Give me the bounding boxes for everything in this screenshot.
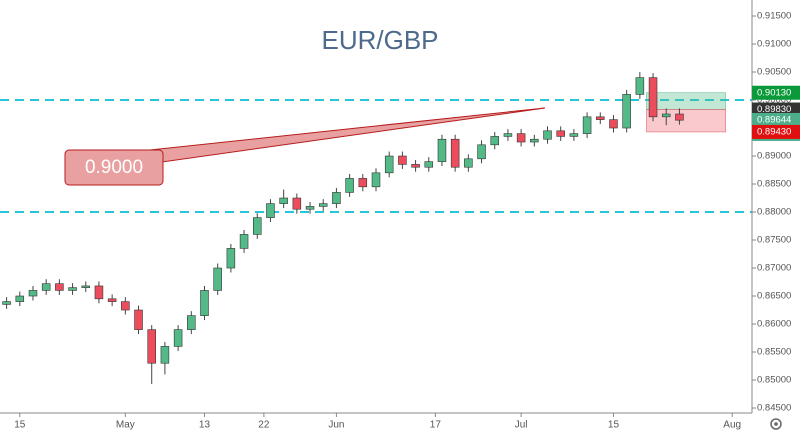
candle-body (530, 138, 539, 143)
y-tick-label: 0.91000 (757, 39, 791, 50)
price-label-box (752, 112, 800, 127)
candle-body (503, 133, 513, 137)
candle-body (490, 136, 499, 146)
candle-body (648, 77, 658, 118)
x-tick-label: 13 (199, 420, 211, 431)
callout-text: 0.9000 (85, 157, 143, 178)
candle-body (398, 155, 407, 165)
candle-body (661, 113, 671, 118)
candle-body (622, 94, 631, 129)
settings-gear[interactable] (770, 418, 782, 430)
candle-body (318, 203, 328, 207)
candle-body (226, 248, 236, 269)
candle-body (450, 138, 460, 168)
x-tick-label: Jul (515, 420, 528, 431)
candle-body (266, 203, 275, 218)
price-label: 0.89644 (757, 114, 791, 125)
candle-body (556, 130, 565, 137)
candle-body (187, 315, 196, 330)
x-tick-label: Jun (328, 420, 344, 431)
candle-body (596, 116, 605, 120)
x-tick-label: 15 (14, 420, 26, 431)
x-tick-label: Aug (723, 420, 741, 431)
candle-body (305, 206, 315, 210)
candle-body (15, 295, 25, 302)
candle-body (292, 197, 302, 210)
y-tick-label: 0.90000 (757, 95, 791, 106)
chart-title: EUR/GBP (321, 25, 438, 55)
candle-body (253, 217, 262, 235)
y-tick-label: 0.88500 (757, 179, 791, 190)
candle-body (371, 172, 381, 188)
candle-body (437, 138, 447, 162)
plot (0, 72, 752, 384)
candle-body (147, 329, 156, 364)
price-label-box (752, 85, 800, 100)
candle-body (173, 329, 183, 347)
candle-body (239, 234, 249, 249)
candle-body (94, 285, 104, 300)
candle-body (2, 301, 11, 305)
price-label: 0.89430 (757, 126, 791, 137)
y-tick-label: 0.85000 (757, 375, 791, 386)
candle-body (358, 178, 368, 188)
profit-zone (646, 92, 726, 110)
candle-body (134, 309, 143, 330)
candle-body (543, 130, 552, 140)
candle-body (55, 283, 64, 291)
settings-icon[interactable] (770, 418, 782, 430)
y-tick-label: 0.86500 (757, 291, 791, 302)
price-label: 0.89830 (757, 104, 791, 115)
y-tick-label: 0.87500 (757, 235, 791, 246)
y-tick-label: 0.91500 (757, 11, 791, 22)
candle-body (582, 116, 592, 134)
price-label-box (752, 124, 800, 139)
candle-body (516, 133, 526, 143)
settings-hub[interactable] (774, 422, 778, 426)
candle-body (81, 285, 91, 288)
y-tick-label: 0.86000 (757, 319, 791, 330)
x-tick-label: 15 (608, 420, 620, 431)
candle-body (41, 283, 51, 291)
y-tick-label: 0.87000 (757, 263, 791, 274)
y-tick-label: 0.85500 (757, 347, 791, 358)
y-tick-label: 0.89000 (757, 151, 791, 162)
candle-body (477, 144, 486, 160)
axes: 0.915000.910000.905000.900000.895000.890… (14, 11, 800, 431)
price-label: 0.90130 (757, 87, 791, 98)
candle-body (160, 346, 170, 364)
x-tick-label: May (116, 420, 135, 431)
candle-body (345, 178, 354, 193)
y-tick-label: 0.90500 (757, 67, 791, 78)
candle-body (213, 267, 222, 291)
candle-body (200, 290, 209, 316)
candle-body (384, 155, 394, 174)
x-tick-label: 17 (430, 420, 442, 431)
candle-body (28, 290, 38, 297)
candle-body (332, 192, 341, 204)
callout-box (64, 149, 164, 186)
y-tick-label: 0.84500 (757, 403, 791, 414)
x-tick-label: 22 (258, 420, 270, 431)
candle-body (675, 113, 684, 121)
candle-body (107, 298, 117, 302)
candle-body (609, 119, 618, 129)
candle-body (121, 301, 130, 311)
candle-body (464, 158, 473, 168)
y-tick-label: 0.88000 (757, 207, 791, 218)
candle-body (68, 287, 77, 291)
candle-body (569, 133, 579, 137)
candle-body (279, 197, 288, 204)
candle-body (424, 161, 434, 168)
candle-body (635, 77, 645, 95)
loss-zone (646, 109, 726, 133)
candle-body (411, 164, 420, 168)
